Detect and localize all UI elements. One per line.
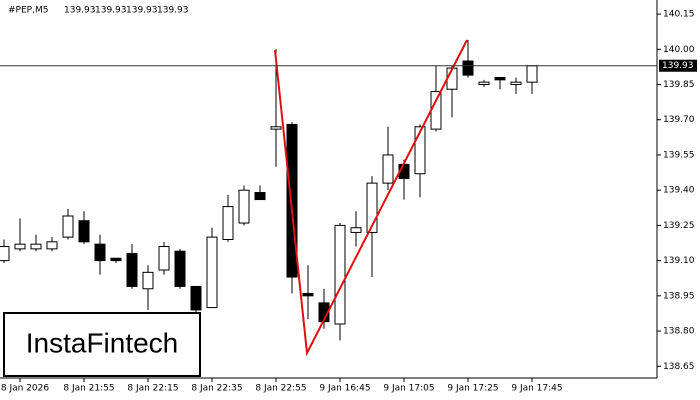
candle-body: [478, 81, 490, 86]
quote-value: 139.93: [157, 6, 189, 16]
pattern-line: [274, 39, 468, 357]
candle-body: [206, 236, 218, 309]
candle-body: [142, 271, 154, 290]
x-tick-label: 9 Jan 17:05: [383, 384, 434, 394]
y-tick-label: 138.95: [663, 291, 695, 301]
y-tick-label: 138.80: [663, 327, 695, 337]
plot: [0, 39, 538, 341]
candle-body: [14, 243, 26, 250]
x-tick-label: 8 Jan 22:35: [191, 384, 242, 394]
candle-body: [526, 65, 538, 83]
y-tick-label: 140.00: [663, 45, 695, 55]
candle-body: [46, 241, 58, 250]
candle-body: [494, 76, 506, 81]
y-tick-label: 140.15: [663, 10, 695, 20]
logo-box: [3, 312, 201, 377]
candle-body: [350, 227, 362, 233]
x-tick-label: 9 Jan 17:45: [511, 384, 562, 394]
price-label-box: [659, 59, 697, 72]
candle-body: [430, 91, 442, 130]
candle-body: [510, 81, 522, 86]
x-tick-label: 9 Jan 16:45: [319, 384, 370, 394]
x-tick-label: 8 Jan 2026: [1, 384, 49, 394]
candle-body: [0, 246, 10, 262]
quote-value: 139.93: [95, 6, 127, 16]
y-tick-label: 139.25: [663, 221, 695, 231]
candle-body: [158, 246, 170, 271]
quote-value: 139.93: [126, 6, 158, 16]
candle-body: [126, 253, 138, 287]
x-tick-label: 8 Jan 22:55: [255, 384, 306, 394]
x-tick-label: 8 Jan 22:15: [127, 384, 178, 394]
candle-body: [462, 60, 474, 76]
candle-body: [414, 126, 426, 175]
y-tick-label: 138.65: [663, 362, 695, 372]
candle-body: [62, 215, 74, 238]
quote-value: 139.93: [64, 6, 96, 16]
candle-body: [222, 206, 234, 240]
candle-body: [254, 192, 266, 201]
y-tick-label: 139.10: [663, 256, 695, 266]
price-label: 139.93: [662, 61, 694, 71]
candle-body: [366, 182, 378, 233]
x-tick-label: 9 Jan 17:25: [447, 384, 498, 394]
candle-body: [382, 154, 394, 184]
candle-body: [94, 243, 106, 262]
y-tick-label: 139.55: [663, 150, 695, 160]
candle-body: [30, 243, 42, 250]
y-tick-label: 139.40: [663, 186, 695, 196]
candle-body: [174, 250, 186, 287]
logo: InstaFintech: [26, 327, 179, 358]
x-tick-label: 8 Jan 21:55: [63, 384, 114, 394]
y-tick-label: 139.85: [663, 80, 695, 90]
candle-body: [238, 189, 250, 224]
chart-symbol: #PEP,M5: [8, 6, 48, 16]
candle-body: [334, 224, 346, 325]
candle-body: [286, 123, 298, 278]
candle-body: [78, 220, 90, 243]
candle-body: [270, 126, 282, 130]
candle-body: [190, 285, 202, 311]
y-tick-label: 139.70: [663, 115, 695, 125]
candle-body: [110, 257, 122, 262]
candle-body: [302, 292, 314, 297]
